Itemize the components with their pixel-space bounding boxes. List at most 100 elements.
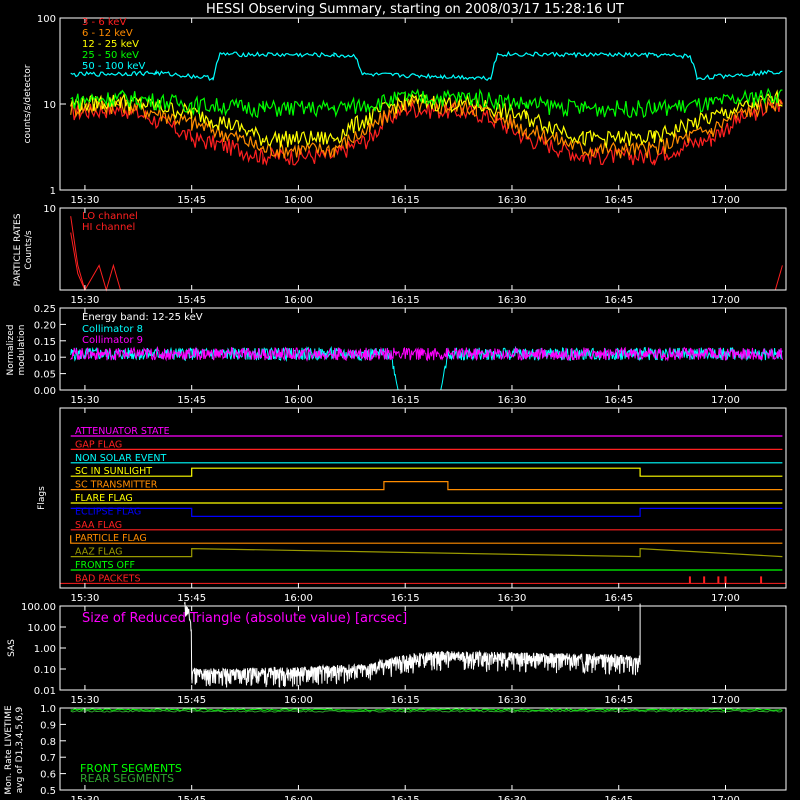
livetime-y-tick-label: 1.0 [40, 704, 56, 715]
sas-series [184, 601, 641, 688]
modulation-y-tick-label: 0.00 [34, 386, 56, 397]
modulation-ylabel2: modulation [17, 325, 27, 376]
counts-x-tick-label: 15:45 [177, 195, 206, 206]
sas-y-tick-label: 1.00 [34, 644, 56, 655]
particle-x-tick-label: 15:30 [70, 295, 99, 306]
flag-label-10: AAZ FLAG [75, 547, 122, 558]
modulation-y-tick-label: 0.10 [34, 353, 56, 364]
modulation-x-tick-label: 16:45 [604, 395, 633, 406]
flag-line-4 [70, 467, 783, 477]
modulation-legend-1: Collimator 8 [82, 324, 143, 335]
counts-series-1 [70, 98, 783, 167]
counts-ylabel: counts/s/detector [23, 64, 33, 143]
counts-legend-1: 3 - 6 keV [82, 17, 126, 28]
flags-x-tick-label: 16:00 [284, 593, 313, 604]
flag-label-6: FLARE FLAG [75, 493, 133, 504]
sas-x-tick-label: 17:00 [711, 695, 740, 706]
modulation-y-tick-label: 0.25 [34, 304, 56, 315]
figure-title: HESSI Observing Summary, starting on 200… [206, 2, 624, 17]
flags-x-tick-label: 15:30 [70, 593, 99, 604]
livetime-x-tick-label: 16:45 [604, 795, 633, 800]
livetime-ylabel: Mon. Rate LIVETIME [4, 705, 14, 795]
modulation-y-tick-label: 0.20 [34, 320, 56, 331]
livetime-x-tick-label: 16:15 [391, 795, 420, 800]
counts-x-tick-label: 16:45 [604, 195, 633, 206]
counts-y-tick-label: 100 [37, 14, 56, 25]
livetime-x-tick-label: 16:30 [498, 795, 527, 800]
sas-x-tick-label: 16:30 [498, 695, 527, 706]
counts-series-5 [70, 50, 783, 81]
modulation-x-tick-label: 16:00 [284, 395, 313, 406]
modulation-x-tick-label: 15:45 [177, 395, 206, 406]
livetime-y-tick-label: 0.5 [40, 786, 56, 797]
counts-legend-4: 25 - 50 keV [82, 50, 139, 61]
flag-line-7 [70, 507, 783, 517]
sas-x-tick-label: 16:45 [604, 695, 633, 706]
modulation-x-tick-label: 16:15 [391, 395, 420, 406]
counts-y-tick-label: 1 [50, 186, 56, 197]
counts-x-tick-label: 15:30 [70, 195, 99, 206]
livetime-y-tick-label: 0.9 [40, 720, 56, 731]
flags-x-tick-label: 16:45 [604, 593, 633, 604]
livetime-y-tick-label: 0.6 [40, 770, 56, 781]
sas-y-tick-label: 100.00 [21, 602, 56, 613]
sas-x-tick-label: 16:00 [284, 695, 313, 706]
particle-legend-1: LO channel [82, 211, 138, 222]
particle-x-tick-label: 17:00 [711, 295, 740, 306]
counts-legend-2: 6 - 12 keV [82, 28, 133, 39]
sas-x-tick-label: 15:45 [177, 695, 206, 706]
livetime-y-tick-label: 0.8 [40, 737, 56, 748]
counts-x-tick-label: 17:00 [711, 195, 740, 206]
flag-label-2: GAP FLAG [75, 439, 122, 450]
particle-x-tick-label: 16:30 [498, 295, 527, 306]
flag-label-1: ATTENUATOR STATE [75, 426, 170, 437]
flag-line-9 [70, 535, 783, 544]
flags-x-tick-label: 17:00 [711, 593, 740, 604]
counts-x-tick-label: 16:30 [498, 195, 527, 206]
livetime-series-1 [70, 708, 783, 711]
livetime-legend-1: FRONT SEGMENTS [80, 762, 182, 775]
livetime-y-tick-label: 0.7 [40, 753, 56, 764]
particle-y-tick-label: 10 [43, 204, 56, 215]
flags-frame [59, 407, 787, 589]
counts-y-tick-label: 10 [43, 100, 56, 111]
sas-x-tick-label: 16:15 [391, 695, 420, 706]
livetime-x-tick-label: 17:00 [711, 795, 740, 800]
modulation-y-tick-label: 0.05 [34, 370, 56, 381]
flag-label-12: BAD PACKETS [75, 573, 141, 584]
flag-label-3: NON SOLAR EVENT [75, 453, 166, 464]
modulation-x-tick-label: 15:30 [70, 395, 99, 406]
livetime-ylabel2: avg of D1,3,4,5,6,9 [15, 706, 25, 793]
modulation-legend-2: Collimator 9 [82, 335, 143, 346]
livetime-frame [59, 707, 787, 791]
particle-frame [59, 207, 787, 291]
flags-x-tick-label: 15:45 [177, 593, 206, 604]
flag-line-10 [70, 547, 783, 558]
counts-series-4 [70, 87, 783, 119]
counts-frame [59, 17, 787, 191]
particle-x-tick-label: 16:00 [284, 295, 313, 306]
sas-y-tick-label: 0.10 [34, 665, 56, 676]
sas-y-tick-label: 0.01 [34, 686, 56, 697]
counts-legend-3: 12 - 25 keV [82, 39, 139, 50]
livetime-x-tick-label: 16:00 [284, 795, 313, 800]
flag-label-9: PARTICLE FLAG [75, 533, 147, 544]
flag-label-8: SAA FLAG [75, 520, 122, 531]
particle-x-tick-label: 16:15 [391, 295, 420, 306]
counts-x-tick-label: 16:15 [391, 195, 420, 206]
sas-y-tick-label: 10.00 [27, 623, 56, 634]
flags-x-tick-label: 16:30 [498, 593, 527, 604]
sas-annotation: Size of Reduced Triangle (absolute value… [82, 611, 407, 626]
particle-x-tick-label: 15:45 [177, 295, 206, 306]
flag-label-5: SC TRANSMITTER [75, 480, 158, 491]
modulation-frame [59, 307, 787, 391]
livetime-x-tick-label: 15:30 [70, 795, 99, 800]
particle-x-tick-label: 16:45 [604, 295, 633, 306]
counts-series-3 [70, 89, 783, 148]
particle-ylabel: PARTICLE RATES [13, 213, 23, 286]
flag-label-4: SC IN SUNLIGHT [75, 466, 152, 477]
modulation-series-2 [70, 345, 783, 362]
flags-x-tick-label: 16:15 [391, 593, 420, 604]
counts-x-tick-label: 16:00 [284, 195, 313, 206]
